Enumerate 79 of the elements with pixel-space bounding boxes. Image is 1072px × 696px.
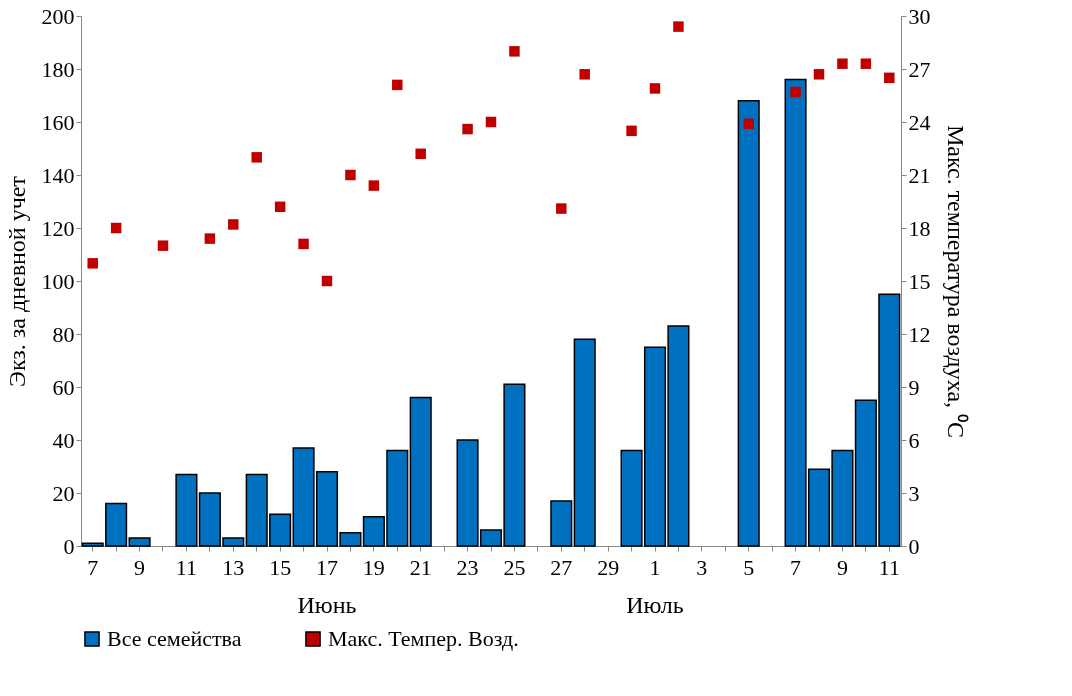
y2-tick-label: 24: [908, 109, 931, 135]
point: [251, 152, 262, 163]
x-tick-label: 9: [134, 554, 146, 580]
x-tick-label: 5: [743, 554, 755, 580]
x-tick-label: 23: [456, 554, 479, 580]
point: [556, 203, 567, 214]
point: [673, 21, 684, 32]
point: [345, 169, 356, 181]
y2-tick-label: 30: [908, 3, 931, 29]
y2-tick-label: 21: [908, 162, 931, 188]
x-tick-label: 29: [597, 554, 620, 580]
point: [462, 123, 473, 135]
y-tick-label: 20: [52, 480, 75, 506]
y2-tick-label: 3: [908, 480, 920, 506]
y-tick-label: 80: [52, 321, 75, 347]
x-tick-label: 7: [87, 554, 99, 580]
y2-tick-label: 18: [908, 215, 931, 241]
bar: [175, 473, 198, 547]
bar: [128, 537, 151, 547]
point: [509, 46, 520, 57]
point: [87, 258, 98, 269]
point: [298, 238, 309, 250]
y-tick-label: 40: [52, 427, 75, 453]
point: [157, 240, 169, 251]
x-tick-label: 17: [316, 554, 338, 580]
point: [415, 148, 426, 160]
y-tick-label: 180: [41, 56, 75, 82]
y-tick-label: 120: [41, 215, 75, 241]
y-tick-label: 200: [41, 3, 75, 29]
point: [110, 222, 122, 234]
x-tick-label: 11: [878, 554, 900, 580]
point: [813, 69, 825, 80]
point: [837, 58, 848, 69]
y2-tick-label: 12: [908, 321, 931, 347]
x-tick-label: 21: [409, 554, 432, 580]
bar: [573, 338, 596, 547]
x-tick-label: 1: [649, 554, 661, 580]
bar: [550, 500, 573, 547]
y-tick-label: 160: [41, 109, 75, 135]
y2-tick-label: 9: [908, 374, 920, 400]
point: [743, 118, 754, 130]
y-tick-label: 140: [41, 162, 75, 188]
point: [485, 116, 497, 128]
bar: [409, 396, 432, 547]
point: [860, 58, 872, 69]
x-tick-label: 3: [696, 554, 708, 580]
point: [321, 275, 333, 287]
y2-tick-label: 6: [908, 427, 920, 453]
point: [790, 86, 801, 98]
point: [392, 79, 403, 91]
y2-axis-title: Макс. температура воздуха, ⁰C: [942, 124, 969, 439]
point: [368, 180, 380, 191]
x-tick-label: 25: [503, 554, 526, 580]
x-tick-label: 13: [222, 554, 245, 580]
point: [626, 125, 637, 137]
y2-tick-label: 0: [908, 533, 920, 559]
text: Июль: [626, 592, 684, 618]
y-tick-label: 0: [63, 533, 75, 559]
y2-tick-label: 27: [908, 56, 931, 82]
y-tick-label: 60: [52, 374, 75, 400]
y-tick-label: 100: [41, 268, 75, 294]
point: [274, 201, 286, 213]
point: [884, 72, 895, 84]
legend-label: Все семейства: [107, 626, 242, 651]
x-tick-label: 11: [175, 554, 198, 580]
bar: [737, 100, 760, 547]
y-axis-title: Экз. за дневной учет: [3, 175, 30, 387]
point: [204, 233, 216, 244]
legend-label: Макс. Темпер. Возд.: [328, 626, 519, 651]
text: Июнь: [297, 592, 357, 618]
x-tick-label: 7: [790, 554, 802, 580]
x-tick-label: 27: [550, 554, 573, 580]
point: [228, 219, 239, 230]
x-tick-label: 19: [362, 554, 385, 580]
y2-tick-label: 15: [908, 268, 931, 294]
x-tick-label: 9: [836, 554, 848, 580]
point: [649, 83, 661, 94]
point: [579, 69, 590, 80]
x-tick-label: 15: [269, 554, 292, 580]
